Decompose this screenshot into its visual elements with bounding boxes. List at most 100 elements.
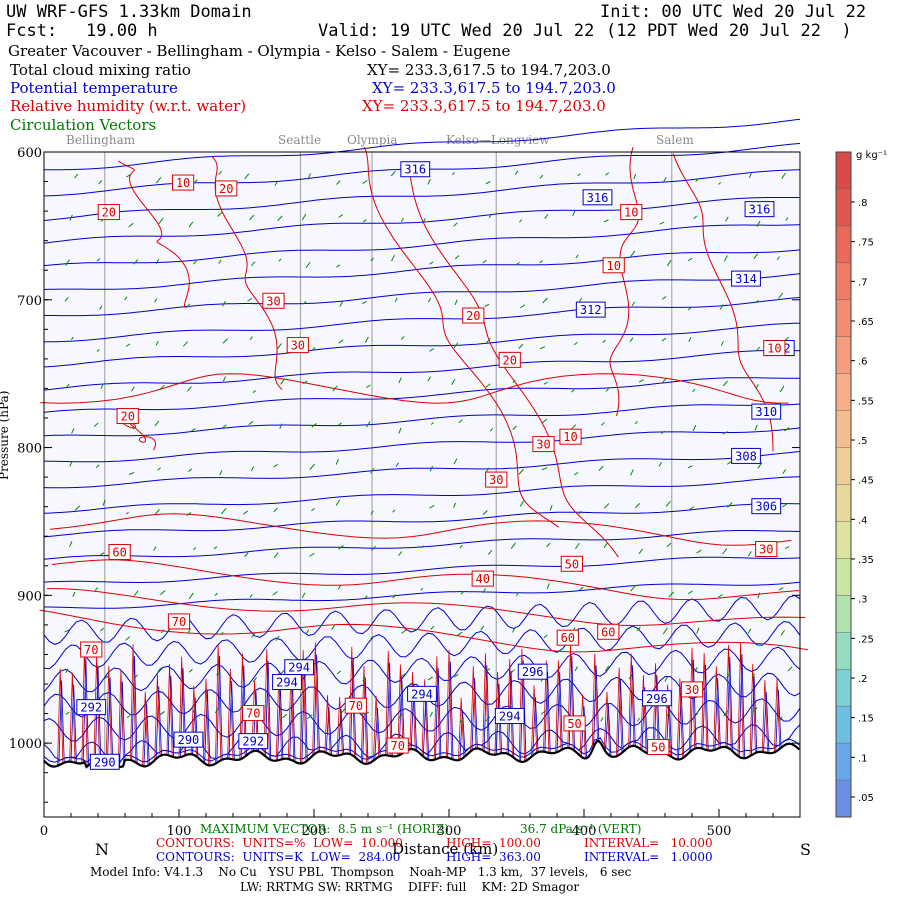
circulation-vector [694,666,698,673]
circulation-vector [100,552,105,556]
rh-label-box [242,705,265,722]
circulation-vector [485,716,491,722]
circulation-vector [221,301,226,307]
circulation-vector [453,458,458,465]
theta-contour [653,675,660,754]
place-salem: Salem [656,133,694,147]
theta-contour [143,703,150,767]
rh-contour [591,653,598,751]
rh-contour [57,668,64,766]
theta-label: 314 [735,272,757,286]
x-tick-label: 0 [40,824,48,839]
rh-label: 10 [624,206,638,220]
circulation-vector [272,591,278,596]
theta-label: 308 [735,449,757,463]
theta-contour [690,659,697,753]
theta-contour [119,681,126,768]
circulation-vector [603,542,608,549]
circulation-vector [549,505,553,511]
circulation-vector [401,629,407,634]
rh-contour [421,679,428,760]
circulation-vector [542,418,548,424]
rh-contour [154,674,161,761]
circulation-vector [216,671,221,676]
rh-contours [39,146,808,768]
circulation-vector [515,261,520,266]
circulation-vector [753,253,759,259]
rh-contour [409,672,416,751]
circulation-vector [600,717,604,722]
rh-contour [50,513,792,546]
place-bellingham: Bellingham [66,133,136,147]
rh-contour [543,660,550,753]
theta-contour [43,377,800,413]
circulation-vector [519,500,525,507]
rh-label-box [597,623,620,640]
theta-contour [350,658,357,758]
theta-contour [43,556,801,583]
circulation-vector [726,461,732,465]
circulation-vector [338,544,344,550]
theta-label-box [173,731,204,748]
circulation-vector [459,544,463,549]
theta-contour [532,697,539,757]
circulation-vector [427,676,434,681]
circulation-vector [726,672,731,679]
rh-label-box [647,739,670,756]
theta-contour [70,684,77,764]
circulation-vector [748,173,752,178]
circulation-vector [578,510,582,515]
rh-contour [494,671,501,755]
theta-contour [629,665,636,748]
circulation-vector [518,468,524,475]
rh-label-box [559,428,582,445]
max-vector: MAXIMUM VECTOR: 8.5 m s⁻¹ (HORIZ) [200,822,449,836]
rh-contour [640,675,647,753]
circulation-vector [782,469,787,475]
colorbar-swatch [836,373,851,412]
theta-contour [228,680,235,760]
circulation-vector [487,550,493,555]
circulation-vector [218,259,222,264]
circulation-vector [72,591,76,597]
circulation-vector [482,588,487,594]
circulation-vector [153,546,157,551]
circulation-vector [665,501,671,507]
circulation-vector [188,592,194,600]
y-axis-label: Pressure (hPa) [0,390,11,480]
rh-label: 60 [112,545,126,559]
rh-contour [336,696,343,756]
circulation-vector [778,292,784,299]
circulation-vector [192,707,196,714]
circulation-vector [457,631,463,636]
rh-label-box [620,204,643,221]
rh-label: 10 [606,259,620,273]
circulation-vector [637,717,640,722]
circulation-vector [126,715,130,719]
circulation-vector [363,219,367,223]
circulation-vector [370,636,374,640]
circulation-vector [666,259,672,267]
circulation-vector [541,467,548,471]
circulation-vector [65,711,70,715]
init-time: Init: 00 UTC Wed 20 Jul 22 [600,2,867,22]
circulation-vector [718,594,723,598]
circulation-vector [695,709,700,716]
circulation-vector [659,221,665,225]
rh-label: 70 [84,643,98,657]
colorbar-tick-label: .25 [858,634,874,645]
circulation-vector [629,337,634,342]
circulation-vector [154,420,160,427]
theta-label: 310 [755,405,777,419]
circulation-vector [427,376,431,382]
circulation-vector [400,336,405,341]
circulation-vector [662,627,668,635]
theta-contour [43,297,801,343]
theta-label: 316 [404,163,426,177]
circulation-vector [544,214,549,219]
circulation-vector [188,668,193,673]
circulation-vector [661,337,667,342]
circulation-vector [603,219,609,223]
circulation-vector [249,336,253,341]
circulation-vector [64,629,70,633]
